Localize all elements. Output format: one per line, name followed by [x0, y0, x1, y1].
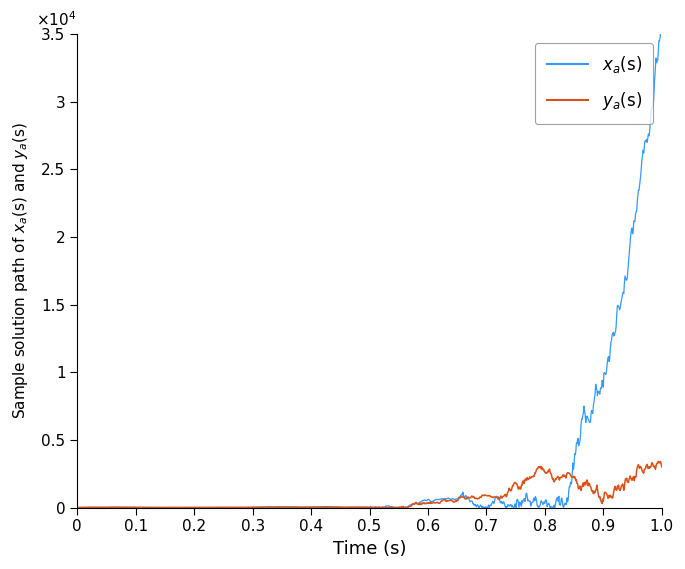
Text: $\times 10^4$: $\times 10^4$ [36, 11, 77, 30]
Legend: $x_a$(s), $y_a$(s): $x_a$(s), $y_a$(s) [535, 43, 653, 124]
X-axis label: Time (s): Time (s) [333, 540, 406, 558]
Y-axis label: Sample solution path of $x_a$(s) and $y_a$(s): Sample solution path of $x_a$(s) and $y_… [11, 122, 30, 419]
